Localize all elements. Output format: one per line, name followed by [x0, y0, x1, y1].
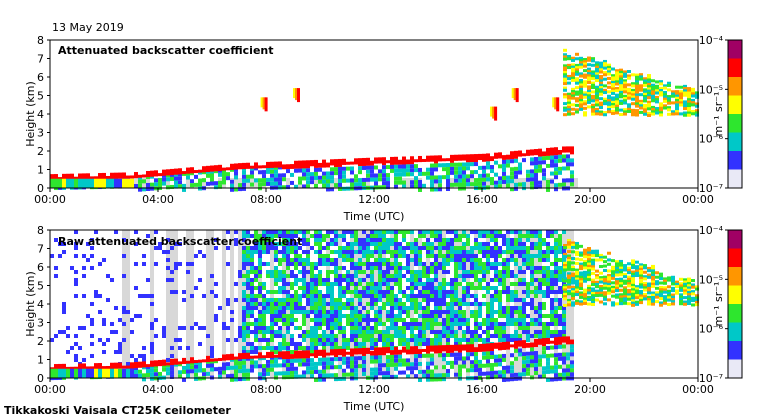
y-tick-label: 4 [37, 108, 44, 121]
colorbar-label: m⁻¹ sr⁻¹ [712, 282, 725, 327]
panel-title: Raw attenuated backscatter coefficient [58, 235, 302, 248]
y-axis-label: Height (km) [24, 271, 37, 337]
y-tick-label: 2 [37, 145, 44, 158]
y-tick-label: 8 [37, 34, 44, 47]
colorbar-tick-label: 10⁻⁵ [699, 83, 723, 96]
x-tick-label: 12:00 [358, 193, 390, 206]
y-tick-label: 0 [37, 372, 44, 385]
colorbar-label: m⁻¹ sr⁻¹ [712, 92, 725, 137]
y-tick-label: 5 [37, 280, 44, 293]
colorbar-tick-label: 10⁻⁷ [699, 372, 723, 385]
y-tick-label: 8 [37, 224, 44, 237]
y-tick-label: 0 [37, 182, 44, 195]
colorbar: 10⁻⁴ 10⁻⁵ 10⁻⁶ 10⁻⁷ m⁻¹ sr⁻¹ [699, 34, 743, 195]
panel-title: Attenuated backscatter coefficient [58, 44, 274, 57]
x-tick-label: 16:00 [466, 193, 498, 206]
y-tick-label: 7 [37, 243, 44, 256]
colorbar-tick-label: 10⁻⁴ [699, 34, 724, 47]
colorbar-tick-label: 10⁻⁶ [699, 323, 724, 336]
x-tick-label: 04:00 [142, 383, 174, 396]
date-label: 13 May 2019 [52, 21, 124, 34]
y-tick-label: 6 [37, 261, 44, 274]
x-tick-label: 00:00 [682, 193, 714, 206]
x-tick-label: 20:00 [574, 193, 606, 206]
y-tick-label: 1 [37, 164, 44, 177]
y-tick-label: 5 [37, 90, 44, 103]
colorbar: 10⁻⁴ 10⁻⁵ 10⁻⁶ 10⁻⁷ m⁻¹ sr⁻¹ [699, 224, 743, 385]
x-tick-label: 00:00 [682, 383, 714, 396]
panel-2: Raw attenuated backscatter coefficient 0 1… [24, 224, 743, 413]
x-tick-label: 08:00 [250, 383, 282, 396]
colorbar-tick-label: 10⁻⁵ [699, 273, 723, 286]
colorbar-frame [727, 229, 743, 379]
y-tick-label: 7 [37, 53, 44, 66]
colorbar-tick-label: 10⁻⁴ [699, 224, 724, 237]
colorbar-frame [727, 39, 743, 189]
x-tick-label: 08:00 [250, 193, 282, 206]
x-axis-label: Time (UTC) [343, 400, 405, 413]
y-tick-label: 1 [37, 354, 44, 367]
heatmap-pixels [50, 48, 699, 192]
y-tick-label: 3 [37, 317, 44, 330]
x-tick-label: 12:00 [358, 383, 390, 396]
x-axis-label: Time (UTC) [343, 210, 405, 223]
x-tick-label: 16:00 [466, 383, 498, 396]
footer-label: Tikkakoski Vaisala CT25K ceilometer [4, 404, 231, 417]
y-tick-label: 3 [37, 127, 44, 140]
x-tick-label: 00:00 [34, 193, 66, 206]
x-tick-label: 20:00 [574, 383, 606, 396]
heatmap-pixels [50, 230, 699, 382]
y-tick-label: 4 [37, 298, 44, 311]
y-tick-label: 6 [37, 71, 44, 84]
y-axis-label: Height (km) [24, 81, 37, 147]
y-tick-label: 2 [37, 335, 44, 348]
colorbar-tick-label: 10⁻⁶ [699, 133, 724, 146]
colorbar-tick-label: 10⁻⁷ [699, 182, 723, 195]
x-tick-label: 00:00 [34, 383, 66, 396]
panel-1: Attenuated backscatter coefficient 0 1 2 3 4 5… [24, 34, 743, 223]
x-tick-label: 04:00 [142, 193, 174, 206]
